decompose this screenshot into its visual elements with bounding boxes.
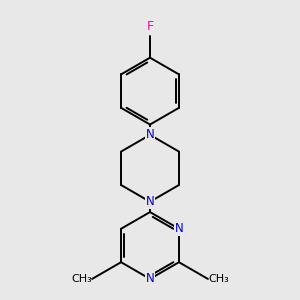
Text: N: N: [146, 195, 154, 208]
Text: F: F: [146, 20, 154, 33]
Text: CH₃: CH₃: [208, 274, 229, 284]
Text: N: N: [175, 222, 183, 235]
Text: N: N: [146, 128, 154, 141]
Text: N: N: [146, 272, 154, 285]
Text: CH₃: CH₃: [71, 274, 92, 284]
